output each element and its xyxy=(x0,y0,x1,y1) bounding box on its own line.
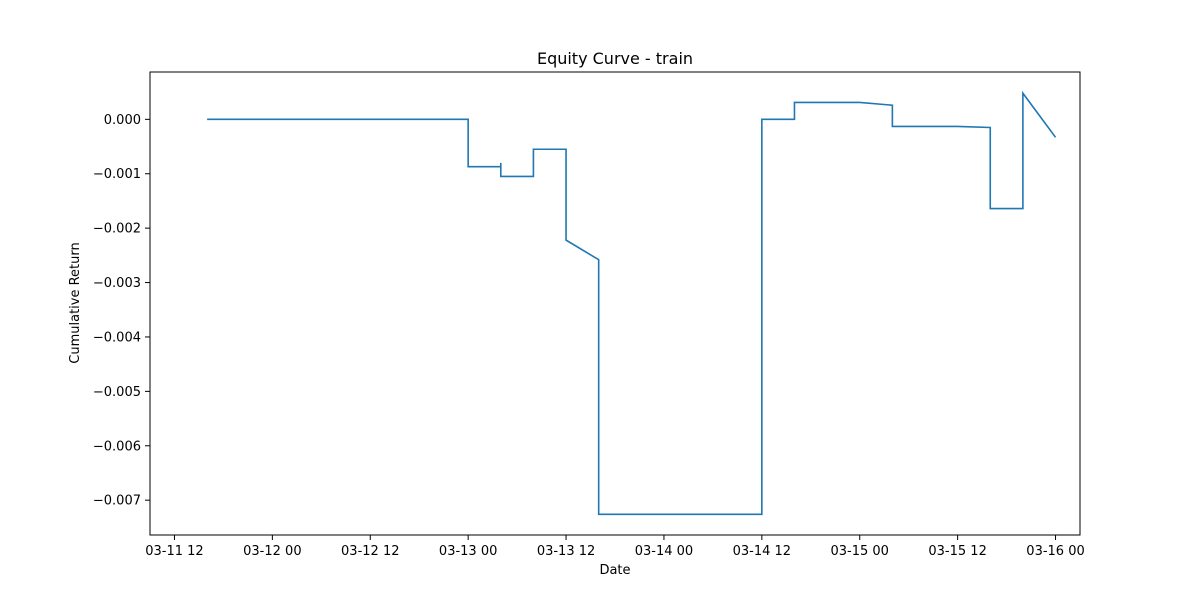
y-tick-label: −0.001 xyxy=(93,167,141,182)
y-axis: 0.000 −0.001 −0.002 −0.003 −0.004 −0.005 −0.00… xyxy=(93,113,150,509)
chart-title: Equity Curve - train xyxy=(537,49,693,68)
plot-area-frame xyxy=(149,71,1081,536)
y-tick-label: −0.007 xyxy=(93,494,141,509)
y-tick-label: 0.000 xyxy=(104,113,141,128)
x-tick-label: 03-15 12 xyxy=(928,544,986,559)
x-tick-label: 03-13 12 xyxy=(537,544,595,559)
x-tick-label: 03-15 00 xyxy=(831,544,889,559)
equity-series-line xyxy=(207,90,1057,516)
y-axis-title: Cumulative Return xyxy=(68,242,83,363)
x-tick-label: 03-11 12 xyxy=(145,544,203,559)
x-tick-label: 03-16 00 xyxy=(1026,544,1084,559)
x-tick-label: 03-13 00 xyxy=(439,544,497,559)
x-axis: 03-11 12 03-12 00 03-12 12 03-13 00 03-13 12… xyxy=(145,535,1085,559)
y-tick-label: −0.003 xyxy=(93,276,141,291)
y-tick-label: −0.005 xyxy=(93,385,141,400)
x-axis-title: Date xyxy=(599,563,630,578)
x-tick-label: 03-14 00 xyxy=(635,544,693,559)
y-tick-label: −0.002 xyxy=(93,222,141,237)
x-tick-label: 03-14 12 xyxy=(733,544,791,559)
y-tick-label: −0.004 xyxy=(93,330,141,345)
x-tick-label: 03-12 00 xyxy=(243,544,301,559)
y-tick-label: −0.006 xyxy=(93,439,141,454)
x-tick-label: 03-12 12 xyxy=(341,544,399,559)
